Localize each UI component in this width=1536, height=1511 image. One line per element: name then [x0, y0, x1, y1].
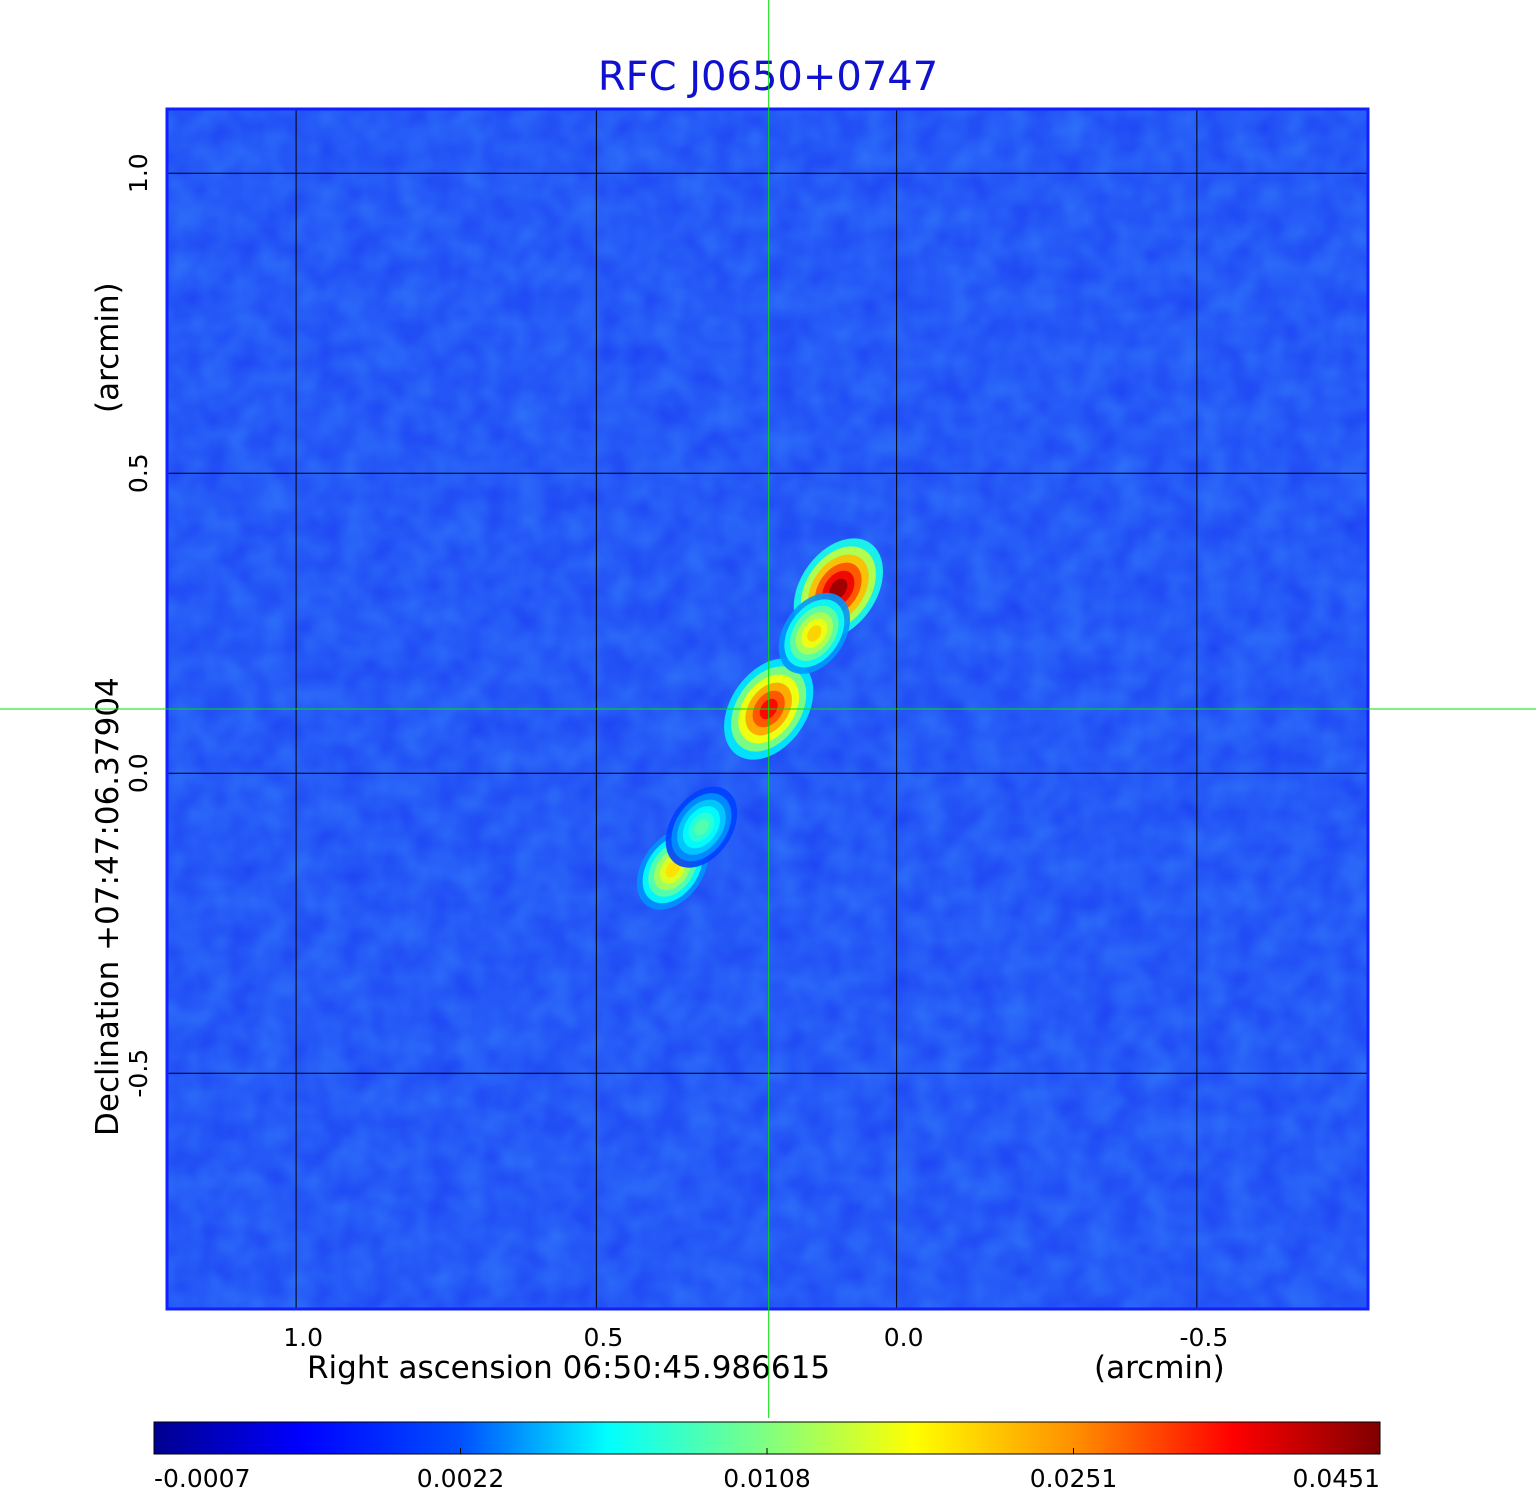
x-axis-label: Right ascension 06:50:45.986615 [307, 1350, 830, 1386]
colorbar-tick-label: 0.0451 [1293, 1464, 1380, 1493]
x-tick-label: 0.0 [884, 1323, 924, 1352]
x-tick-label: 1.0 [283, 1323, 323, 1352]
y-axis-unit: (arcmin) [90, 282, 126, 413]
colorbar-tick-label: 0.0108 [723, 1464, 810, 1493]
x-tick-label: -0.5 [1179, 1323, 1228, 1352]
y-tick-label: 0.0 [124, 753, 153, 793]
colorbar-tick-label: 0.0251 [1030, 1464, 1117, 1493]
colorbar-tick-label: -0.0007 [154, 1464, 251, 1493]
colorbar-tick-label: 0.0022 [417, 1464, 504, 1493]
chart-title: RFC J0650+0747 [598, 54, 938, 100]
y-tick-label: 0.5 [124, 453, 153, 493]
colorbar: -0.0007 0.0022 0.0108 0.0251 0.0451 [153, 1421, 1381, 1493]
x-tick-label: 0.5 [583, 1323, 623, 1352]
x-axis-unit: (arcmin) [1094, 1350, 1225, 1386]
source-component-2 [778, 592, 851, 674]
source-component-1 [793, 538, 883, 640]
source-component-4 [665, 786, 738, 868]
y-axis-label: Declination +07:47:06.37904 [90, 677, 126, 1136]
y-tick-label: -0.5 [124, 1049, 153, 1098]
y-tick-label: 1.0 [124, 153, 153, 193]
